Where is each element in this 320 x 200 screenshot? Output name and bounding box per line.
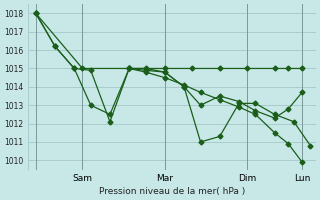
X-axis label: Pression niveau de la mer( hPa ): Pression niveau de la mer( hPa )	[99, 187, 245, 196]
